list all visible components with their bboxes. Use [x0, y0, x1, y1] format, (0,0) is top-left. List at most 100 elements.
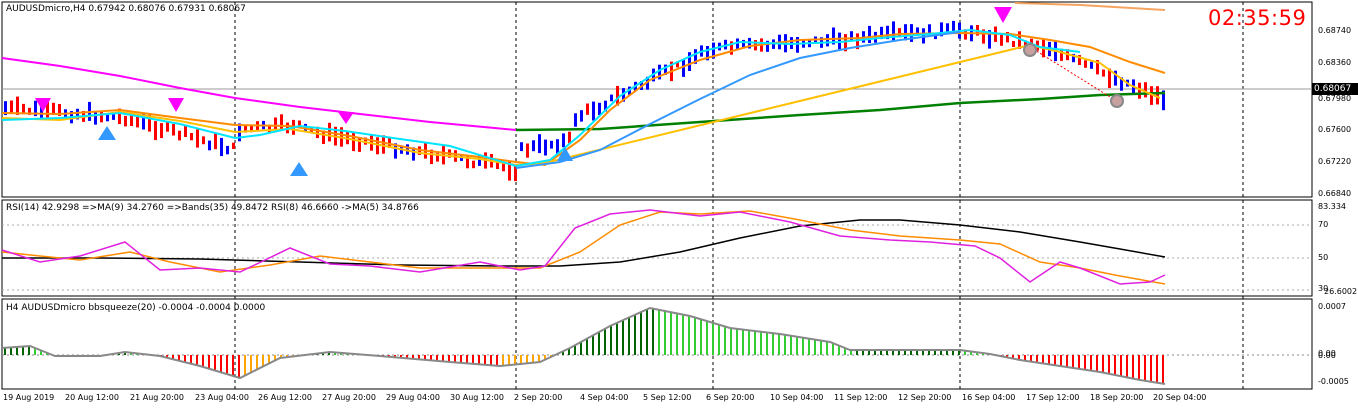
price-bar	[682, 59, 685, 77]
countdown-clock: 02:35:59	[1208, 6, 1307, 30]
ma-blue-line	[515, 31, 961, 169]
price-bar	[4, 101, 7, 116]
price-bar	[58, 104, 61, 116]
price-bar	[148, 114, 151, 132]
price-bar	[226, 145, 229, 155]
price-bar	[676, 61, 679, 68]
price-label: 0.67600	[1318, 125, 1352, 134]
price-bar	[154, 121, 157, 141]
time-axis-label: 18 Sep 20:00	[1090, 393, 1144, 402]
price-bar	[604, 100, 607, 112]
price-bar	[10, 100, 13, 113]
price-bar	[472, 160, 475, 169]
price-bar	[202, 136, 205, 145]
price-bar	[898, 28, 901, 38]
price-bar	[586, 103, 589, 115]
ma-top-orange-line	[1014, 2, 1166, 11]
time-axis-label: 12 Sep 20:00	[898, 393, 952, 402]
price-bar	[766, 40, 769, 52]
price-bar	[556, 139, 559, 154]
price-bar	[844, 34, 847, 52]
time-axis-label: 17 Sep 12:00	[1026, 393, 1080, 402]
price-bar	[880, 26, 883, 40]
rsi-panel[interactable]	[1, 199, 1313, 297]
price-bar	[850, 31, 853, 42]
price-bar	[868, 25, 871, 43]
squeeze-panel[interactable]	[1, 298, 1313, 390]
price-bar	[712, 42, 715, 59]
price-bar	[274, 117, 277, 131]
price-bar	[94, 112, 97, 125]
main-chart-panel[interactable]	[1, 1, 1313, 198]
time-axis-label: 30 Aug 12:00	[450, 393, 504, 402]
time-axis-label: 19 Aug 2019	[3, 393, 55, 402]
price-bar	[178, 130, 181, 141]
price-bar	[736, 38, 739, 50]
price-bar	[106, 113, 109, 122]
price-bar	[904, 24, 907, 41]
price-bar	[160, 123, 163, 139]
current-price-tag: 0.68067	[1312, 83, 1358, 95]
price-bar	[892, 21, 895, 42]
price-bar	[796, 37, 799, 53]
price-bar	[124, 115, 127, 127]
day-separators	[234, 2, 1244, 389]
price-bar	[940, 22, 943, 37]
price-bar	[190, 133, 193, 141]
price-bar	[1162, 90, 1165, 111]
price-bar	[1156, 86, 1159, 105]
price-bar	[172, 124, 175, 136]
price-bar	[184, 126, 187, 137]
price-bar	[430, 149, 433, 165]
price-bar	[616, 85, 619, 106]
price-bar	[358, 137, 361, 152]
price-bar	[988, 30, 991, 49]
time-axis-label: 4 Sep 04:00	[580, 393, 629, 402]
price-bar	[688, 52, 691, 71]
price-bar	[376, 137, 379, 155]
ma-yellow-line	[1, 43, 1161, 167]
price-bar	[496, 159, 499, 169]
price-bar	[1138, 82, 1141, 99]
time-axis-label: 5 Sep 12:00	[643, 393, 692, 402]
price-bar	[250, 125, 253, 133]
price-bar	[436, 153, 439, 162]
price-bar	[532, 140, 535, 152]
time-axis-label: 20 Aug 12:00	[65, 393, 119, 402]
price-bar	[952, 20, 955, 34]
price-bar	[946, 23, 949, 33]
price-bar	[130, 113, 133, 126]
price-bar	[838, 32, 841, 50]
price-bar	[928, 24, 931, 33]
price-bar	[34, 100, 37, 117]
price-bar	[520, 142, 523, 152]
price-bar	[28, 107, 31, 115]
price-bar	[478, 154, 481, 166]
price-bar	[322, 130, 325, 144]
rsi-level-label: 30	[1318, 284, 1329, 293]
price-bar	[22, 103, 25, 114]
rsi-level-label: 70	[1318, 220, 1329, 229]
price-bar	[76, 108, 79, 120]
price-bar	[1012, 41, 1015, 47]
price-bar	[574, 113, 577, 127]
price-bar	[388, 136, 391, 148]
price-bar	[1084, 60, 1087, 68]
price-bar	[562, 133, 565, 148]
price-bar	[592, 101, 595, 121]
price-bar	[1072, 53, 1075, 63]
price-bar	[1120, 77, 1123, 91]
price-bar	[514, 163, 517, 182]
price-bar	[550, 140, 553, 149]
main-panel-header: AUDUSDmicro,H4 0.67942 0.68076 0.67931 0…	[6, 4, 246, 14]
price-bar	[610, 94, 613, 102]
price-bar	[100, 110, 103, 123]
trend-dotted-line	[1029, 46, 1116, 101]
squeeze-level-label: 0.00	[1318, 349, 1336, 358]
time-axis-label: 26 Aug 12:00	[258, 393, 312, 402]
time-axis-label: 2 Sep 20:00	[514, 393, 563, 402]
price-bar	[1144, 82, 1147, 98]
squeeze-level-label: 0.00	[1318, 351, 1336, 360]
time-axis-label: 27 Aug 20:00	[322, 393, 376, 402]
